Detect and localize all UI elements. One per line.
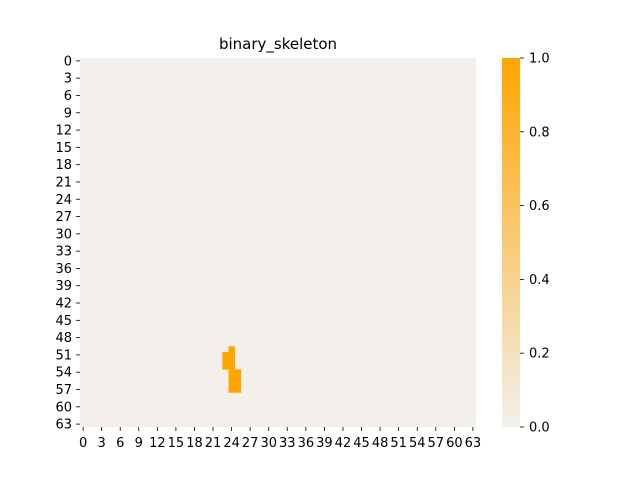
x-tick-label: 9	[135, 436, 143, 451]
heatmap-background	[80, 58, 476, 427]
x-tick-label: 6	[116, 436, 124, 451]
y-tick-label: 33	[55, 245, 72, 260]
y-tick-label: 15	[55, 141, 72, 156]
y-tick-label: 0	[64, 54, 72, 69]
x-tick-label: 27	[242, 436, 259, 451]
colorbar-tick-label: 0.0	[529, 421, 550, 436]
x-tick-label: 15	[168, 436, 185, 451]
x-tick-label: 48	[372, 436, 389, 451]
heatmap-cell	[228, 369, 235, 376]
heatmap-cell	[228, 357, 235, 364]
heatmap-cell	[222, 363, 229, 370]
x-tick-label: 63	[465, 436, 482, 451]
colorbar-tick-label: 0.6	[529, 199, 550, 214]
heatmap-cell	[228, 363, 235, 370]
y-tick-label: 27	[55, 210, 72, 225]
x-tick-label: 21	[205, 436, 222, 451]
colorbar-tick-label: 0.4	[529, 273, 550, 288]
y-tick-label: 18	[55, 158, 72, 173]
colorbar-tick-label: 1.0	[529, 52, 550, 67]
heatmap-cell	[222, 352, 229, 359]
y-tick-label: 48	[55, 331, 72, 346]
heatmap-cell	[222, 357, 229, 364]
y-tick-label: 6	[64, 89, 72, 104]
x-tick-label: 24	[223, 436, 240, 451]
x-axis: 0 3 6 9 12 15 18 21 24 27 30 33 36 39 42 45 48 51 54 57 60 63	[79, 427, 481, 451]
y-tick-label: 42	[55, 297, 72, 312]
x-tick-label: 18	[186, 436, 203, 451]
y-tick-label: 54	[55, 366, 72, 381]
chart-title: binary_skeleton	[219, 35, 337, 54]
x-tick-label: 33	[279, 436, 296, 451]
heatmap-cell	[234, 375, 242, 382]
y-tick-label: 57	[55, 383, 72, 398]
x-tick-label: 39	[316, 436, 333, 451]
heatmap-cell	[234, 380, 242, 387]
y-tick-label: 39	[55, 279, 72, 294]
y-tick-label: 24	[55, 193, 72, 208]
x-tick-label: 36	[298, 436, 315, 451]
y-tick-label: 3	[64, 72, 72, 87]
x-tick-label: 60	[446, 436, 463, 451]
x-tick-label: 30	[260, 436, 277, 451]
y-tick-label: 60	[55, 400, 72, 415]
heatmap-cell	[228, 375, 235, 382]
x-tick-label: 0	[79, 436, 87, 451]
colorbar	[502, 58, 520, 427]
x-tick-label: 54	[409, 436, 426, 451]
heatmap-cells	[222, 346, 242, 393]
y-tick-label: 45	[55, 314, 72, 329]
colorbar-axis: 0.0 0.2 0.4 0.6 0.8 1.0	[520, 52, 550, 436]
x-tick-label: 51	[390, 436, 407, 451]
heatmap-cell	[228, 352, 235, 359]
y-tick-label: 21	[55, 175, 72, 190]
y-tick-label: 36	[55, 262, 72, 277]
x-tick-label: 42	[335, 436, 352, 451]
y-tick-label: 9	[64, 106, 72, 121]
heatmap-cell	[234, 386, 242, 393]
x-tick-label: 45	[353, 436, 370, 451]
colorbar-tick-label: 0.8	[529, 125, 550, 140]
heatmap-cell	[228, 386, 235, 393]
y-tick-label: 51	[55, 348, 72, 363]
heatmap-cell	[228, 380, 235, 387]
x-tick-label: 57	[428, 436, 445, 451]
x-tick-label: 12	[149, 436, 166, 451]
heatmap-cell	[234, 369, 242, 376]
colorbar-tick-label: 0.2	[529, 347, 550, 362]
y-tick-label: 30	[55, 227, 72, 242]
x-tick-label: 3	[98, 436, 106, 451]
heatmap-cell	[228, 346, 235, 353]
y-tick-label: 12	[55, 124, 72, 139]
y-tick-label: 63	[55, 418, 72, 433]
